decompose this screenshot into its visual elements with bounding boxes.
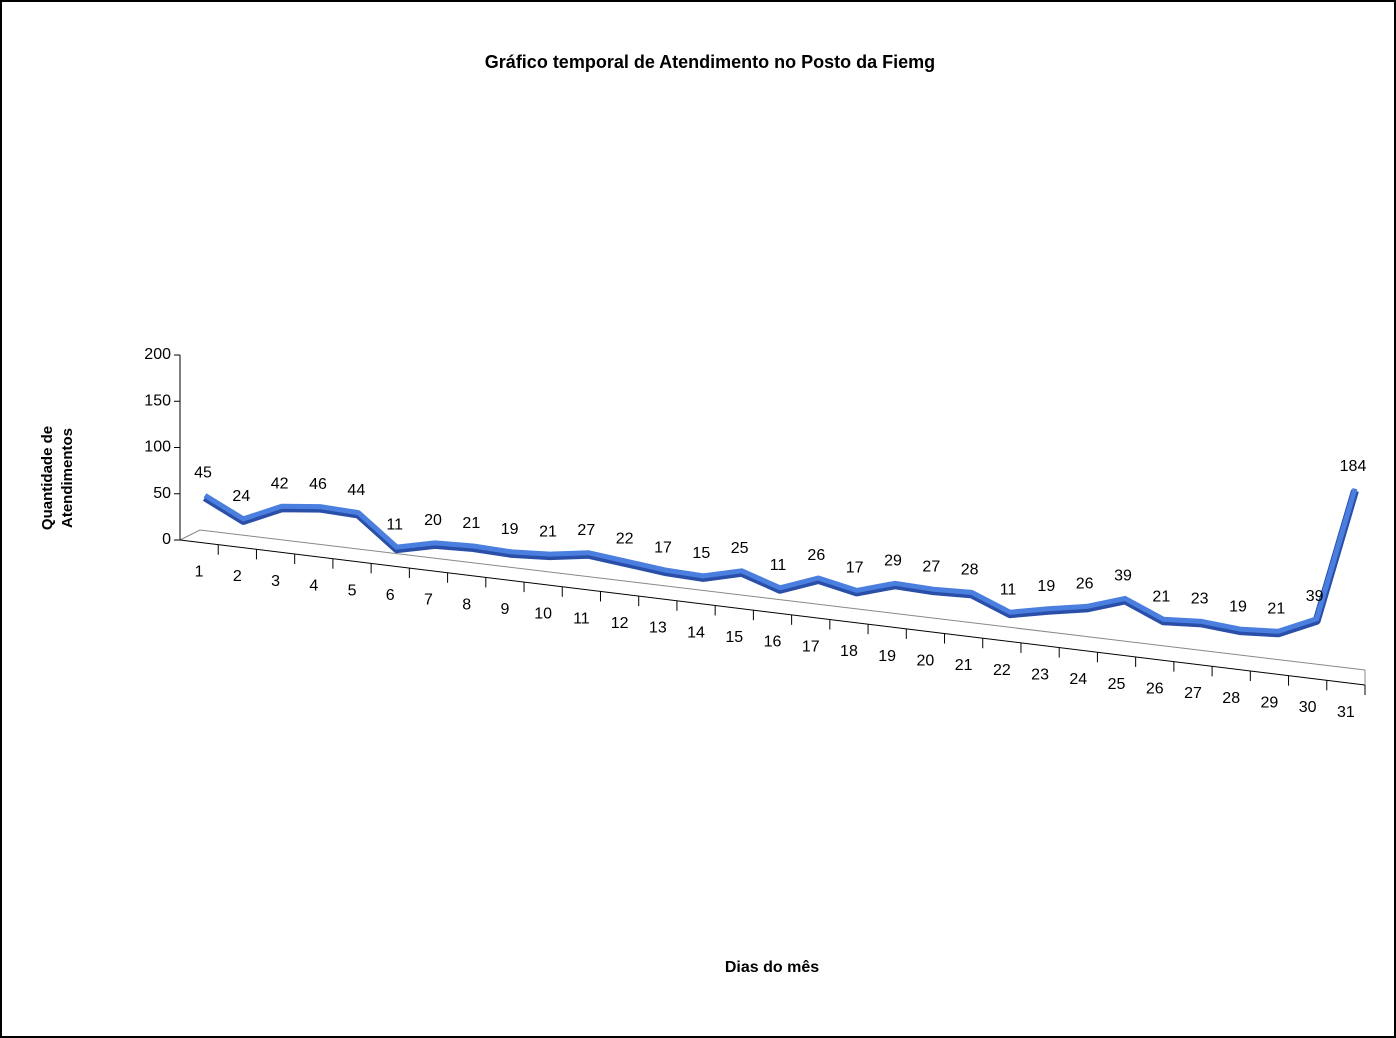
floor-side-edge xyxy=(179,529,201,541)
x-tick-label: 18 xyxy=(840,643,858,660)
x-tick-label: 12 xyxy=(611,615,629,632)
chart-title: Gráfico temporal de Atendimento no Posto… xyxy=(485,52,935,72)
y-tick-label: 100 xyxy=(144,439,171,456)
data-label: 27 xyxy=(922,558,940,575)
x-tick-label: 28 xyxy=(1222,690,1240,707)
x-tick-label: 31 xyxy=(1337,704,1355,721)
data-label: 19 xyxy=(501,521,519,538)
data-label: 27 xyxy=(577,522,595,539)
x-tick-label: 14 xyxy=(687,624,705,641)
x-tick-label: 5 xyxy=(348,582,357,599)
x-tick-label: 15 xyxy=(725,629,743,646)
data-label: 44 xyxy=(347,482,365,499)
floor-back-edge xyxy=(199,529,1366,671)
x-tick-label: 4 xyxy=(309,578,318,595)
data-label: 24 xyxy=(232,488,250,505)
data-label: 22 xyxy=(616,531,634,548)
line xyxy=(203,487,1358,634)
data-label: 45 xyxy=(194,465,212,482)
data-label: 29 xyxy=(884,553,902,570)
data-label: 17 xyxy=(654,539,672,556)
data-label: 11 xyxy=(770,557,787,574)
x-tick-label: 24 xyxy=(1069,671,1087,688)
x-tick-label: 11 xyxy=(573,610,590,627)
data-label: 19 xyxy=(1037,578,1055,595)
x-tick-label: 19 xyxy=(878,648,896,665)
x-tick-label: 30 xyxy=(1299,699,1317,716)
y-axis-title-line: Quantidade de xyxy=(39,426,56,530)
x-tick-label: 9 xyxy=(500,601,509,618)
data-label: 19 xyxy=(1229,598,1247,615)
data-label: 39 xyxy=(1306,588,1324,605)
x-tick-label: 2 xyxy=(233,568,242,585)
data-label: 21 xyxy=(1152,588,1170,605)
x-tick-label: 8 xyxy=(462,596,471,613)
data-label: 11 xyxy=(1000,581,1017,598)
x-tick-label: 7 xyxy=(424,592,433,609)
x-axis xyxy=(179,539,1366,686)
x-tick-label: 27 xyxy=(1184,685,1202,702)
x-tick-label: 17 xyxy=(802,638,820,655)
x-tick-label: 29 xyxy=(1261,695,1279,712)
data-label: 15 xyxy=(692,545,710,562)
y-tick-label: 50 xyxy=(153,485,171,502)
x-tick-label: 6 xyxy=(386,587,395,604)
data-label: 26 xyxy=(807,547,825,564)
data-label: 46 xyxy=(309,476,327,493)
data-label: 17 xyxy=(846,560,864,577)
data-label: 28 xyxy=(961,562,979,579)
x-tick-label: 26 xyxy=(1146,680,1164,697)
data-label: 20 xyxy=(424,512,442,529)
data-label: 26 xyxy=(1076,576,1094,593)
data-label: 21 xyxy=(539,523,557,540)
data-label: 25 xyxy=(731,540,749,557)
x-tick-label: 22 xyxy=(993,662,1011,679)
x-tick-label: 16 xyxy=(764,634,782,651)
data-label: 21 xyxy=(462,515,480,532)
x-tick-label: 25 xyxy=(1108,676,1126,693)
data-label: 23 xyxy=(1191,591,1209,608)
y-tick-label: 0 xyxy=(162,531,171,548)
x-tick-label: 1 xyxy=(195,564,204,581)
x-tick-label: 20 xyxy=(917,652,935,669)
data-label: 42 xyxy=(271,475,289,492)
y-tick-label: 150 xyxy=(144,392,171,409)
data-label: 11 xyxy=(386,516,403,533)
x-tick-label: 3 xyxy=(271,573,280,590)
y-axis-title: Quantidade de Atendimentos xyxy=(39,426,76,530)
x-tick-label: 23 xyxy=(1031,666,1049,683)
x-tick-label: 10 xyxy=(534,606,552,623)
x-tick-label: 13 xyxy=(649,620,667,637)
data-label: 39 xyxy=(1114,568,1132,585)
x-tick-label: 21 xyxy=(955,657,973,674)
data-label: 21 xyxy=(1267,601,1285,618)
data-label: 184 xyxy=(1340,458,1367,475)
y-tick-label: 200 xyxy=(144,346,171,363)
y-axis-title-line: Atendimentos xyxy=(59,428,76,528)
x-axis-title: Dias do mês xyxy=(725,959,819,976)
